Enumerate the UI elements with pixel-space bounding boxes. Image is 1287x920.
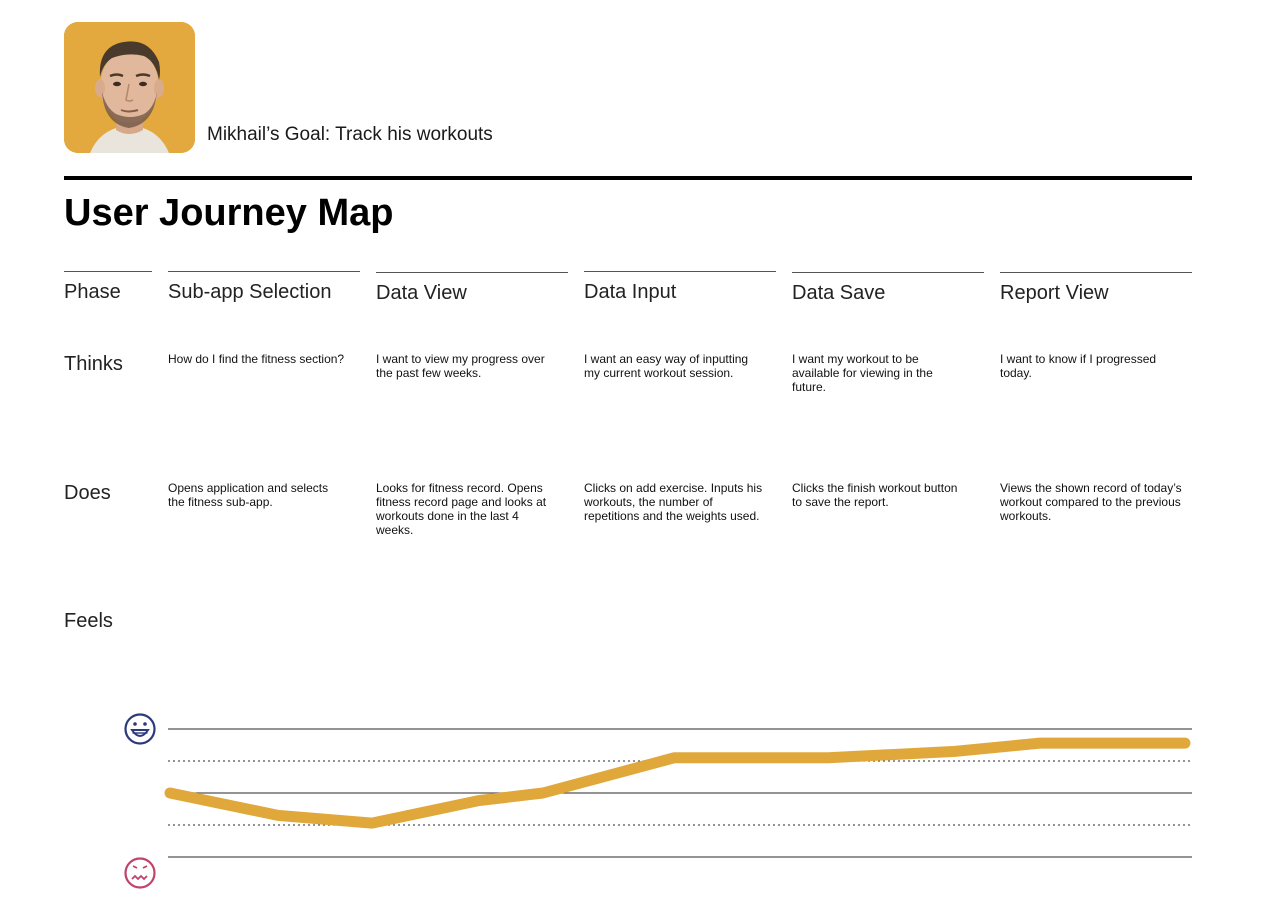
thinks-cell: I want my workout to be available for vi… bbox=[792, 352, 933, 394]
row-label-does: Does bbox=[64, 482, 111, 504]
emotion-curve-line bbox=[164, 737, 1191, 829]
thinks-cell: I want to view my progress over the past… bbox=[376, 352, 545, 380]
happy-face-icon bbox=[124, 713, 156, 745]
thinks-cell: I want to know if I progressed today. bbox=[1000, 352, 1157, 380]
header-divider bbox=[64, 176, 1192, 180]
sad-face-icon bbox=[124, 857, 156, 889]
row-label-phase: Phase bbox=[64, 281, 121, 303]
phase-rule bbox=[584, 271, 776, 272]
does-cell: Clicks on add exercise. Inputs his worko… bbox=[584, 481, 763, 523]
phase-name: Data Input bbox=[584, 281, 677, 303]
phase-name: Report View bbox=[1000, 282, 1109, 304]
phase-name: Sub-app Selection bbox=[168, 281, 332, 303]
does-cell: Looks for fitness record. Opens fitness … bbox=[376, 481, 547, 537]
row-label-thinks: Thinks bbox=[64, 353, 123, 375]
phase-rule bbox=[792, 272, 984, 273]
does-cell: Opens application and selects the fitnes… bbox=[168, 481, 329, 509]
does-cell: Clicks the finish workout button to save… bbox=[792, 481, 958, 509]
row-label-feels: Feels bbox=[64, 610, 113, 632]
phase-name: Data Save bbox=[792, 282, 886, 304]
phase-label-rule bbox=[64, 271, 152, 272]
phase-rule bbox=[1000, 272, 1192, 273]
thinks-cell: I want an easy way of inputting my curre… bbox=[584, 352, 749, 380]
thinks-cell: How do I find the fitness section? bbox=[168, 352, 345, 366]
avatar-portrait bbox=[64, 22, 195, 153]
page-title: User Journey Map bbox=[64, 192, 394, 234]
phase-rule bbox=[168, 271, 360, 272]
phase-rule bbox=[376, 272, 568, 273]
persona-goal: Mikhail’s Goal: Track his workouts bbox=[207, 124, 493, 145]
does-cell: Views the shown record of today’s workou… bbox=[1000, 481, 1182, 523]
persona-avatar bbox=[64, 22, 195, 153]
phase-name: Data View bbox=[376, 282, 467, 304]
